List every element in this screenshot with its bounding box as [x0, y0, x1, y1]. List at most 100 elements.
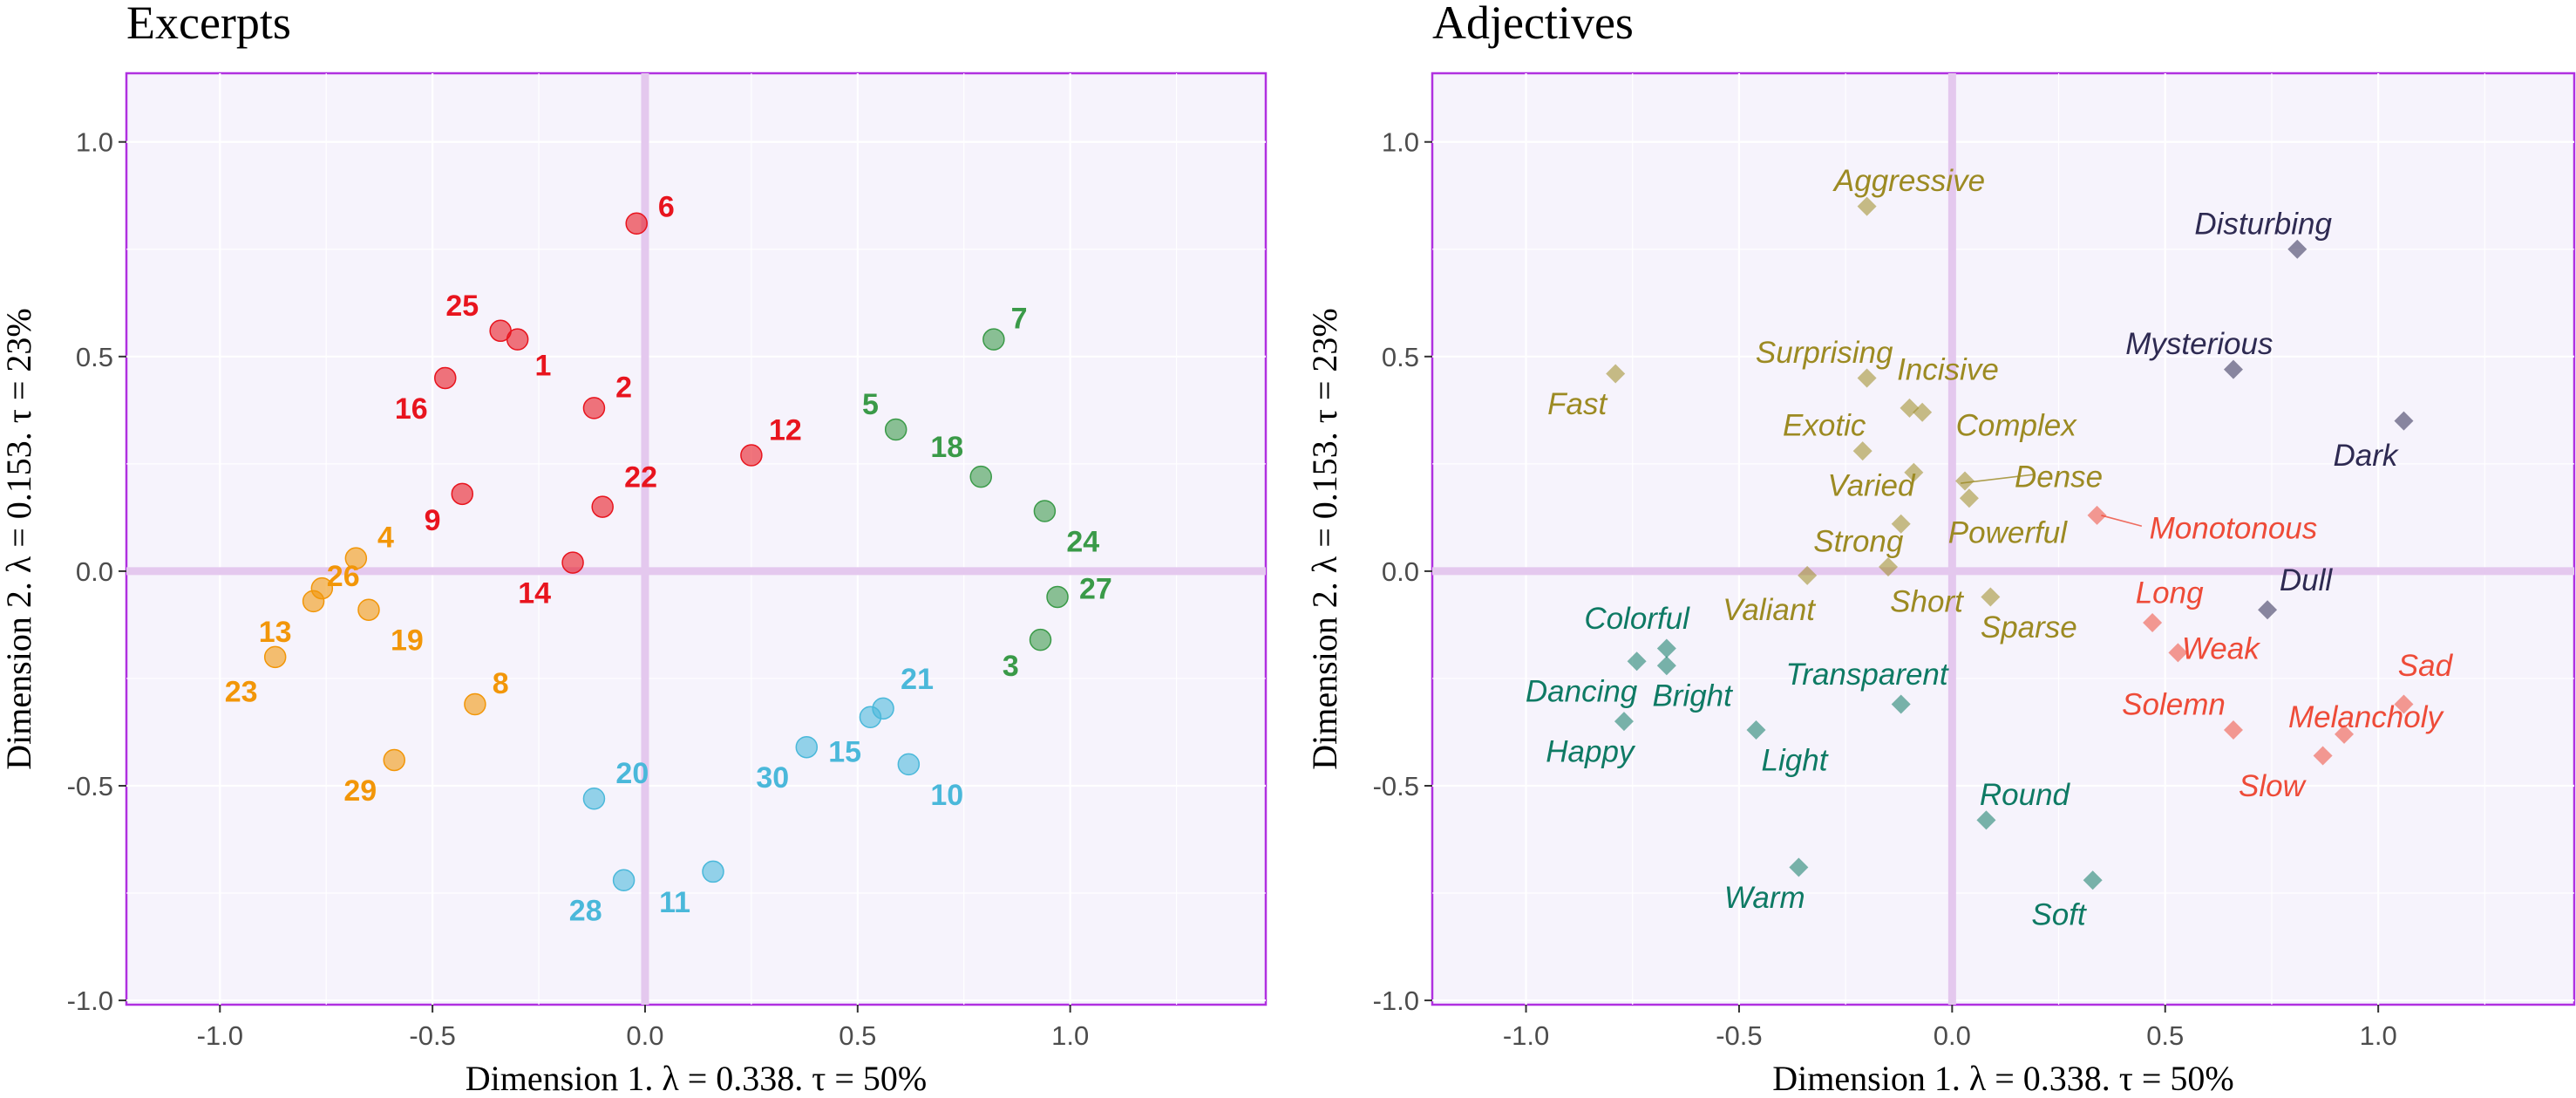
point-label: 14 [518, 577, 551, 610]
data-point [2313, 746, 2333, 766]
point-label: 7 [1011, 303, 1028, 336]
point-label: Slow [2239, 769, 2308, 803]
data-point [1789, 857, 1809, 877]
data-point [2223, 359, 2243, 379]
point-label: Sparse [1981, 610, 2077, 644]
data-point [2287, 239, 2308, 259]
y-tick-label: 0.0 [1382, 556, 1419, 587]
y-tick-label: 1.0 [76, 127, 113, 158]
data-point [1981, 587, 2001, 607]
y-axis-label: Dimension 2. λ = 0.153. τ = 23% [1305, 308, 1344, 769]
data-point [2258, 600, 2278, 620]
point-label: Dancing [1526, 675, 1638, 709]
data-point [1852, 441, 1873, 461]
data-point [2394, 694, 2414, 714]
data-point [1959, 488, 1979, 508]
data-point [1891, 514, 1911, 534]
data-point [1614, 712, 1634, 732]
point-label: Happy [1546, 735, 1636, 769]
point-label: Round [1980, 778, 2071, 812]
adjectives-panel: -1.0 -0.5 0.0 0.5 1.0 1.0 0.5 0.0 -0.5 -1.0 Adject… [1305, 0, 2576, 1098]
y-tick-label: -1.0 [67, 985, 113, 1016]
data-point [2143, 612, 2163, 632]
data-point [1746, 720, 1766, 740]
data-point [344, 547, 368, 569]
y-tick-label: 1.0 [1382, 127, 1419, 158]
data-point [884, 418, 907, 441]
data-point [2087, 505, 2107, 525]
data-point [2335, 724, 2355, 744]
point-label: 15 [828, 736, 861, 769]
data-point [1798, 565, 1818, 585]
x-tick-label: 0.5 [2146, 1020, 2184, 1051]
x-tick-label: 1.0 [2360, 1020, 2397, 1051]
data-point [859, 706, 882, 728]
data-point [1656, 656, 1676, 676]
point-label: 30 [756, 761, 789, 795]
point-label: 19 [391, 624, 424, 658]
point-label: 13 [259, 616, 292, 649]
y-tick-label: -1.0 [1373, 985, 1419, 1016]
x-tick-label: 0.0 [626, 1020, 663, 1051]
point-label: Dense [2015, 460, 2103, 494]
data-point [1976, 810, 1996, 830]
point-label: 9 [425, 504, 441, 537]
point-label: 23 [225, 676, 258, 709]
data-point [1913, 402, 1933, 422]
data-point [2223, 720, 2243, 740]
data-point [2083, 870, 2103, 890]
data-point [383, 748, 405, 772]
point-label: Light [1762, 743, 1829, 777]
chart-title: Excerpts [126, 0, 291, 49]
data-point [302, 590, 325, 613]
data-point [982, 328, 1005, 351]
point-label: Complex [1956, 409, 2078, 443]
x-tick-label: 1.0 [1051, 1020, 1089, 1051]
y-tick-label: -0.5 [1373, 771, 1419, 801]
data-point [1955, 471, 1975, 491]
point-label: 2 [615, 371, 632, 404]
point-label: Fast [1547, 387, 1607, 421]
x-tick-label: 0.5 [839, 1020, 876, 1051]
point-label: 5 [862, 388, 879, 421]
data-point [1857, 368, 1877, 388]
data-point [582, 397, 606, 419]
point-label: 11 [659, 886, 690, 919]
data-point [263, 645, 287, 669]
data-point [506, 328, 529, 351]
x-axis-label: Dimension 1. λ = 0.338. τ = 50% [1772, 1059, 2233, 1098]
point-label: Powerful [1948, 516, 2068, 550]
data-point [740, 444, 763, 467]
x-tick-label: 0.0 [1934, 1020, 1971, 1051]
point-label: Dull [2280, 563, 2334, 597]
point-label: Bright [1652, 679, 1733, 713]
point-label: Dark [2334, 439, 2399, 473]
point-label: 4 [377, 522, 394, 555]
point-label: Valiant [1723, 593, 1816, 627]
data-point [612, 869, 636, 892]
point-label: Incisive [1897, 353, 1999, 387]
data-point [451, 482, 474, 506]
y-tick-label: 0.5 [76, 342, 113, 372]
point-label: Warm [1724, 881, 1805, 915]
data-point [1029, 628, 1052, 651]
point-label: 16 [395, 392, 428, 426]
point-label: 24 [1066, 525, 1099, 558]
plot-area [1431, 72, 2576, 1006]
point-label: 27 [1079, 573, 1112, 606]
data-point [795, 735, 819, 759]
chart-title: Adjectives [1432, 0, 1634, 49]
data-point [1904, 462, 1924, 482]
point-label: 25 [445, 290, 479, 323]
data-point [1033, 500, 1057, 522]
data-point [897, 753, 921, 776]
point-label: Disturbing [2194, 207, 2332, 241]
data-point [464, 692, 486, 716]
y-tick-label: 0.0 [76, 556, 113, 587]
point-label: 3 [1003, 650, 1019, 683]
x-tick-label: -1.0 [197, 1020, 243, 1051]
data-point [2168, 643, 2188, 663]
point-label: 29 [343, 774, 377, 808]
point-label: Surprising [1756, 336, 1893, 370]
